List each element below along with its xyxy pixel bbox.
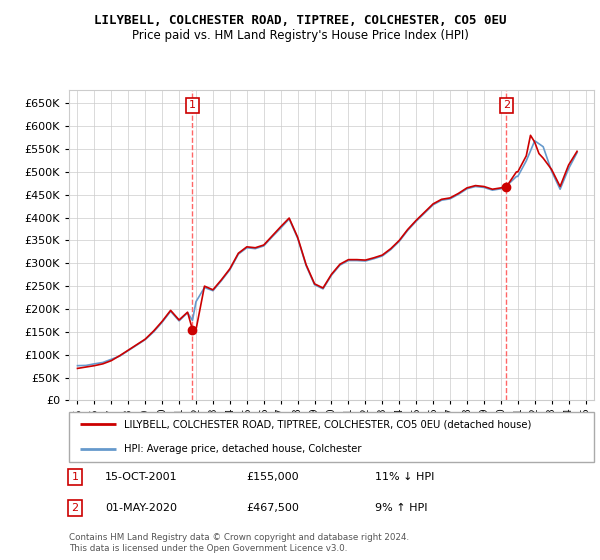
Text: Contains HM Land Registry data © Crown copyright and database right 2024.: Contains HM Land Registry data © Crown c… bbox=[69, 533, 409, 542]
Text: LILYBELL, COLCHESTER ROAD, TIPTREE, COLCHESTER, CO5 0EU: LILYBELL, COLCHESTER ROAD, TIPTREE, COLC… bbox=[94, 14, 506, 27]
Text: 2: 2 bbox=[503, 100, 510, 110]
Text: 01-MAY-2020: 01-MAY-2020 bbox=[105, 503, 177, 513]
Text: 1: 1 bbox=[71, 472, 79, 482]
Text: 11% ↓ HPI: 11% ↓ HPI bbox=[375, 472, 434, 482]
Text: 9% ↑ HPI: 9% ↑ HPI bbox=[375, 503, 427, 513]
Text: 2: 2 bbox=[71, 503, 79, 513]
Text: £467,500: £467,500 bbox=[246, 503, 299, 513]
Text: Price paid vs. HM Land Registry's House Price Index (HPI): Price paid vs. HM Land Registry's House … bbox=[131, 29, 469, 42]
Text: LILYBELL, COLCHESTER ROAD, TIPTREE, COLCHESTER, CO5 0EU (detached house): LILYBELL, COLCHESTER ROAD, TIPTREE, COLC… bbox=[124, 419, 532, 429]
Text: 1: 1 bbox=[189, 100, 196, 110]
Text: £155,000: £155,000 bbox=[246, 472, 299, 482]
Text: 15-OCT-2001: 15-OCT-2001 bbox=[105, 472, 178, 482]
Text: This data is licensed under the Open Government Licence v3.0.: This data is licensed under the Open Gov… bbox=[69, 544, 347, 553]
Text: HPI: Average price, detached house, Colchester: HPI: Average price, detached house, Colc… bbox=[124, 445, 362, 454]
